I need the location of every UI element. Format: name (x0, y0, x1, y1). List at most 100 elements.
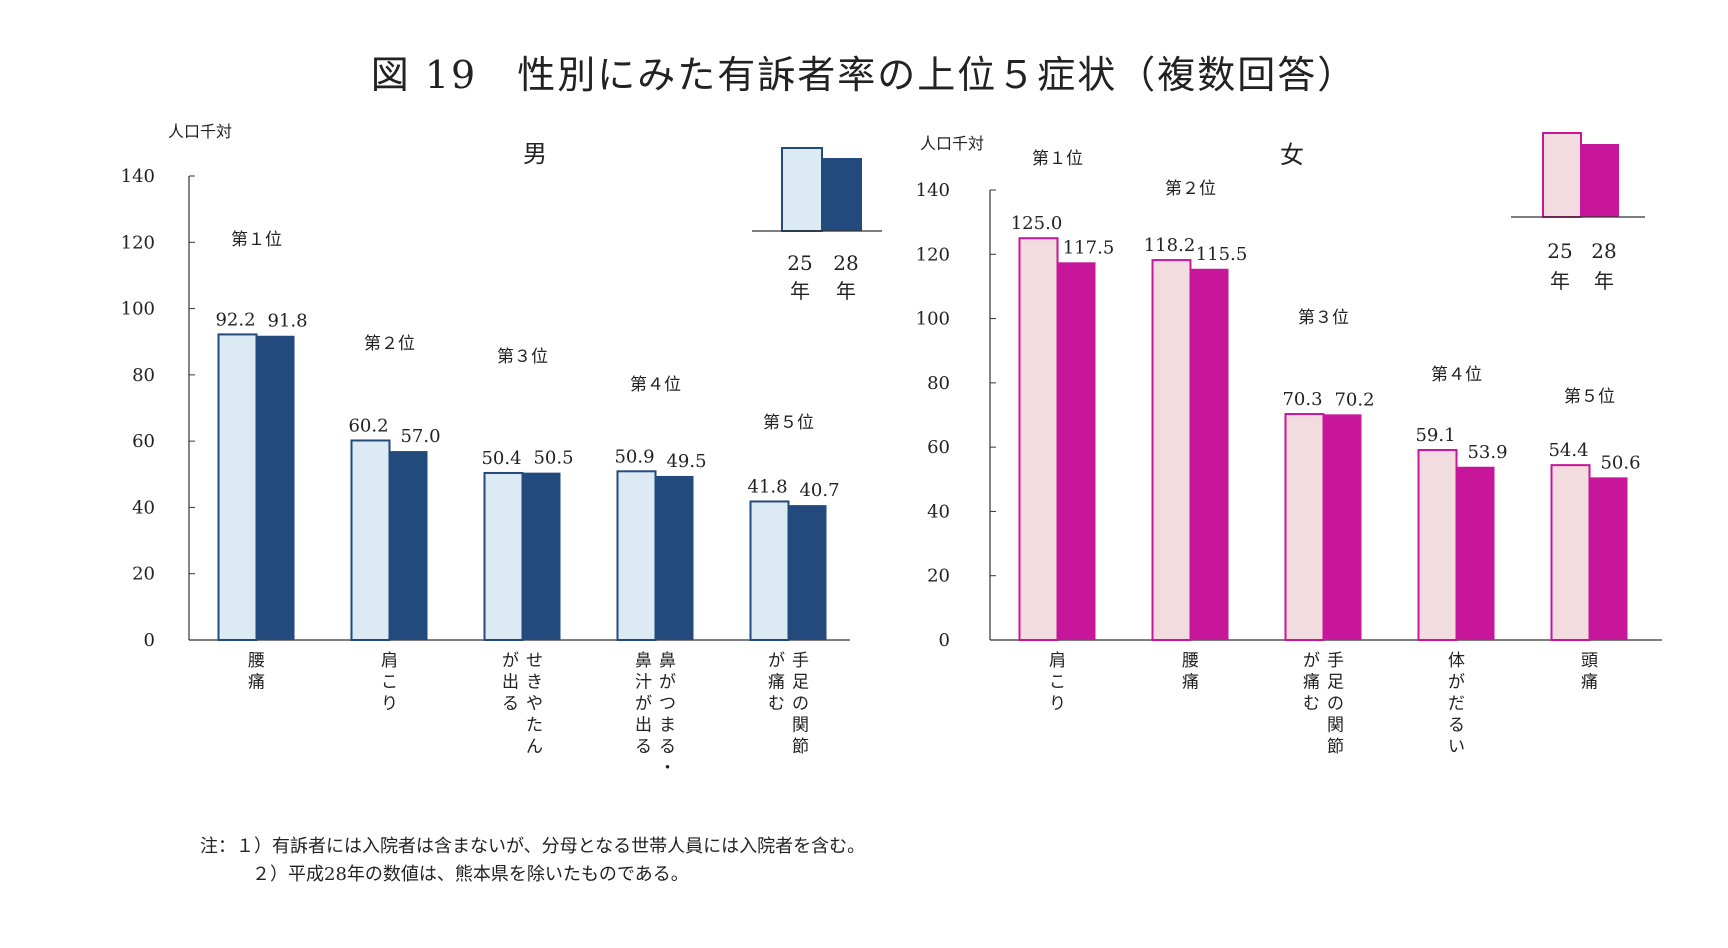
female-bar (1151, 259, 1192, 641)
female-category-label: 肩こり (1049, 651, 1066, 714)
female-y-tick-label: 140 (916, 180, 950, 201)
female-data-label: 115.5 (1196, 244, 1248, 265)
male-bar (350, 439, 391, 642)
male-category-label: 手足の関節 (792, 651, 809, 757)
male-rank-label: 第５位 (763, 413, 814, 433)
male-panel-title: 男 (523, 140, 547, 168)
male-legend-swatch-25 (781, 147, 823, 232)
male-data-label: 57.0 (400, 426, 440, 447)
female-bar (1323, 414, 1362, 640)
female-rank-label: 第５位 (1564, 387, 1615, 407)
male-category-label: 肩こり (381, 651, 398, 714)
male-y-tick-label: 40 (132, 497, 155, 518)
female-rank-label: 第４位 (1431, 365, 1482, 385)
male-legend-swatch-28 (822, 158, 862, 231)
female-legend-label: 25 (1547, 239, 1572, 263)
male-data-label: 41.8 (747, 476, 787, 497)
footnote-1: 注：１）有訴者には入院者は含まないが、分母となる世帯人員には入院者を含む。 (200, 836, 866, 857)
female-data-label: 125.0 (1011, 213, 1063, 234)
male-bar (256, 335, 295, 640)
female-legend-swatch-25 (1542, 132, 1582, 218)
male-data-label: 91.8 (267, 311, 307, 332)
female-category-label: が痛む (1303, 651, 1320, 714)
male-category-label: が痛む (768, 651, 785, 714)
female-data-label: 70.3 (1282, 389, 1322, 410)
male-data-label: 50.9 (614, 446, 654, 467)
female-rank-label: 第３位 (1298, 308, 1349, 328)
male-category-label: 鼻がつまる・ (659, 651, 676, 779)
male-y-tick-label: 80 (132, 365, 155, 386)
female-data-label: 50.6 (1600, 452, 1640, 473)
female-category-label: 手足の関節 (1327, 651, 1344, 757)
male-y-tick-label: 0 (144, 630, 155, 651)
female-data-label: 118.2 (1144, 235, 1196, 256)
female-data-label: 54.4 (1548, 440, 1588, 461)
female-legend-label: 28 (1591, 239, 1616, 263)
male-y-tick-label: 120 (121, 232, 155, 253)
female-bar (1018, 237, 1059, 641)
male-y-tick-label: 60 (132, 431, 155, 452)
male-legend-label: 25 (787, 251, 812, 275)
female-category-label: 腰痛 (1182, 651, 1199, 693)
male-bar (522, 472, 561, 640)
male-bar (749, 500, 790, 641)
male-bar (616, 470, 657, 641)
male-y-tick-label: 140 (121, 166, 155, 187)
male-data-label: 60.2 (348, 415, 388, 436)
female-rank-label: 第１位 (1032, 149, 1083, 169)
female-legend-sublabel: 年 (1594, 269, 1614, 293)
male-category-label: 腰痛 (248, 651, 265, 693)
female-y-tick-label: 60 (927, 437, 950, 458)
female-y-axis-label: 人口千対 (920, 134, 984, 153)
footnote-2: ２）平成28年の数値は、熊本県を除いたものである。 (252, 864, 689, 885)
female-bar (1190, 268, 1229, 640)
male-data-label: 92.2 (215, 309, 255, 330)
female-bar (1417, 449, 1458, 641)
male-rank-label: 第３位 (497, 347, 548, 367)
female-legend-sublabel: 年 (1550, 269, 1570, 293)
female-y-tick-label: 120 (916, 244, 950, 265)
male-category-label: が出る (502, 651, 519, 714)
male-y-axis-label: 人口千対 (168, 122, 232, 141)
female-data-label: 53.9 (1467, 442, 1507, 463)
female-panel-title: 女 (1280, 141, 1304, 169)
female-bar (1550, 464, 1591, 641)
female-bar (1057, 262, 1096, 640)
male-bar (788, 505, 827, 640)
male-legend-label: 28 (833, 251, 858, 275)
male-y-tick-label: 100 (121, 299, 155, 320)
male-legend-sublabel: 年 (790, 279, 810, 303)
female-y-tick-label: 0 (939, 630, 950, 651)
male-data-label: 40.7 (799, 480, 839, 501)
female-bar (1284, 413, 1325, 641)
male-rank-label: 第１位 (231, 230, 282, 250)
male-data-label: 49.5 (666, 451, 706, 472)
male-data-label: 50.4 (481, 448, 521, 469)
female-data-label: 70.2 (1334, 389, 1374, 410)
male-y-tick-label: 20 (132, 564, 155, 585)
male-category-label: 鼻汁が出る (635, 651, 652, 757)
female-y-tick-label: 40 (927, 501, 950, 522)
female-rank-label: 第２位 (1165, 179, 1216, 199)
female-y-tick-label: 80 (927, 373, 950, 394)
male-bar (389, 451, 428, 640)
female-category-label: 頭痛 (1581, 651, 1598, 693)
female-y-tick-label: 20 (927, 566, 950, 587)
male-bar (655, 475, 694, 640)
female-data-label: 117.5 (1063, 237, 1115, 258)
female-category-label: 体がだるい (1448, 651, 1465, 757)
male-data-label: 50.5 (533, 448, 573, 469)
female-bar (1456, 466, 1495, 640)
male-rank-label: 第４位 (630, 375, 681, 395)
page-title: 図 19 性別にみた有訴者率の上位５症状（複数回答） (370, 53, 1358, 97)
male-bar (217, 333, 258, 641)
male-rank-label: 第２位 (364, 334, 415, 354)
female-legend-swatch-28 (1581, 144, 1619, 217)
female-y-tick-label: 100 (916, 309, 950, 330)
male-bar (483, 471, 524, 641)
male-category-label: せきやたん (526, 651, 543, 757)
female-bar (1589, 477, 1628, 640)
male-legend-sublabel: 年 (836, 279, 856, 303)
female-data-label: 59.1 (1415, 425, 1455, 446)
